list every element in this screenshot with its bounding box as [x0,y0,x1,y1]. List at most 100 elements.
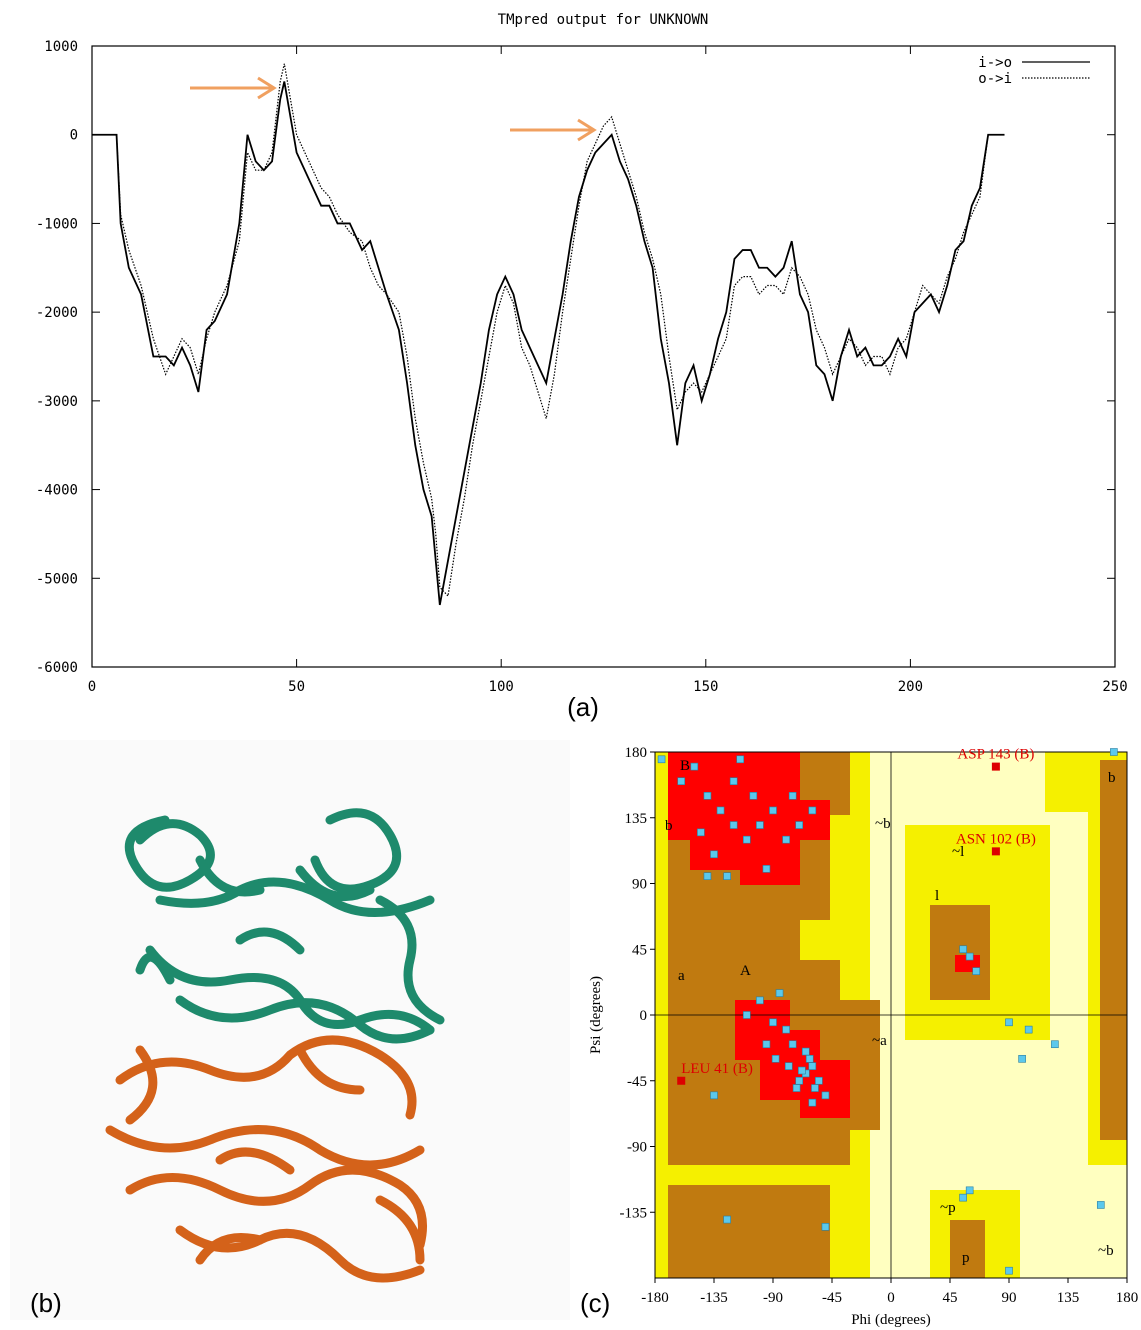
x-tick-label: 150 [693,679,718,695]
region-label: p [962,1250,970,1266]
point [697,829,704,836]
point [743,1012,750,1019]
point [809,807,816,814]
point [776,990,783,997]
x-tick-label: 135 [1057,1290,1080,1306]
point [724,1216,731,1223]
point [796,1077,803,1084]
point [1051,1041,1058,1048]
outlier-point [992,847,1000,855]
region-label: ~a [872,1033,887,1049]
y-tick-label: -3000 [36,394,78,410]
point [811,1085,818,1092]
plot-frame [92,46,1115,667]
x-tick-label: 50 [288,679,305,695]
chart-title: TMpred output for UNKNOWN [498,12,709,28]
y-tick-label: -6000 [36,660,78,676]
point [750,792,757,799]
y-axis-label: Psi (degrees) [588,976,604,1054]
region-label: ~p [940,1200,956,1216]
point [756,822,763,829]
outlier-point [677,1077,685,1085]
point [815,1077,822,1084]
point [1006,1019,1013,1026]
point [737,756,744,763]
point [678,778,685,785]
y-tick-label: -45 [627,1074,647,1090]
y-tick-label: -1000 [36,216,78,232]
point [785,1063,792,1070]
panel-label: (b) [30,1288,62,1318]
series-line [92,81,1005,604]
point [1019,1055,1026,1062]
point [822,1223,829,1230]
point [796,822,803,829]
region-label: b [1108,770,1116,786]
point [1097,1201,1104,1208]
point [973,968,980,975]
y-tick-label: -4000 [36,483,78,499]
point [789,792,796,799]
ramachandran-regions [655,752,1127,1278]
point [717,807,724,814]
point [789,1041,796,1048]
panel-label: (c) [580,1288,610,1318]
y-tick-label: 45 [632,942,647,958]
point [822,1092,829,1099]
y-tick-label: 0 [640,1008,648,1024]
y-tick-label: 0 [70,128,78,144]
x-tick-label: -90 [763,1290,783,1306]
point [743,836,750,843]
panel-label: (a) [567,692,599,722]
y-tick-label: -135 [620,1205,648,1221]
point [772,1055,779,1062]
point [793,1085,800,1092]
y-tick-label: 180 [625,745,648,761]
point [730,822,737,829]
point [798,1067,805,1074]
legend-label: i->o [978,55,1012,71]
region-label: B [680,758,690,774]
point [960,1194,967,1201]
y-tick-label: 1000 [44,39,78,55]
x-tick-label: 90 [1002,1290,1017,1306]
point [802,1048,809,1055]
y-tick-label: -90 [627,1140,647,1156]
point [809,1063,816,1070]
x-tick-label: 250 [1102,679,1127,695]
x-tick-label: 0 [887,1290,895,1306]
point [763,1041,770,1048]
point [711,851,718,858]
arrows [190,78,594,140]
outlier-label: ASN 102 (B) [956,831,1036,847]
region-label: a [678,968,685,984]
point [966,1187,973,1194]
point [1110,749,1117,756]
region-label: l [935,888,939,904]
point [691,763,698,770]
y-tick-label: -5000 [36,571,78,587]
protein-image [10,740,570,1320]
y-tick-label: 135 [625,811,648,827]
x-tick-label: -180 [641,1290,669,1306]
x-tick-label: 100 [489,679,514,695]
region-label: ~b [875,816,891,832]
legend-label: o->i [978,71,1012,87]
y-tick-label: -2000 [36,305,78,321]
point [756,997,763,1004]
point [783,1026,790,1033]
point [730,778,737,785]
page: TMpred output for UNKNOWN (a) (b) [0,0,1141,1330]
outlier-label: LEU 41 (B) [681,1061,753,1077]
x-tick-label: 45 [943,1290,958,1306]
x-tick-label: -45 [822,1290,842,1306]
region-label: A [740,963,751,979]
point [960,946,967,953]
series-line [92,64,1005,596]
x-axis-label: Phi (degrees) [851,1312,931,1328]
region-label: ~b [1098,1243,1114,1259]
point [809,1099,816,1106]
point [806,1055,813,1062]
point [1006,1267,1013,1274]
point [724,873,731,880]
